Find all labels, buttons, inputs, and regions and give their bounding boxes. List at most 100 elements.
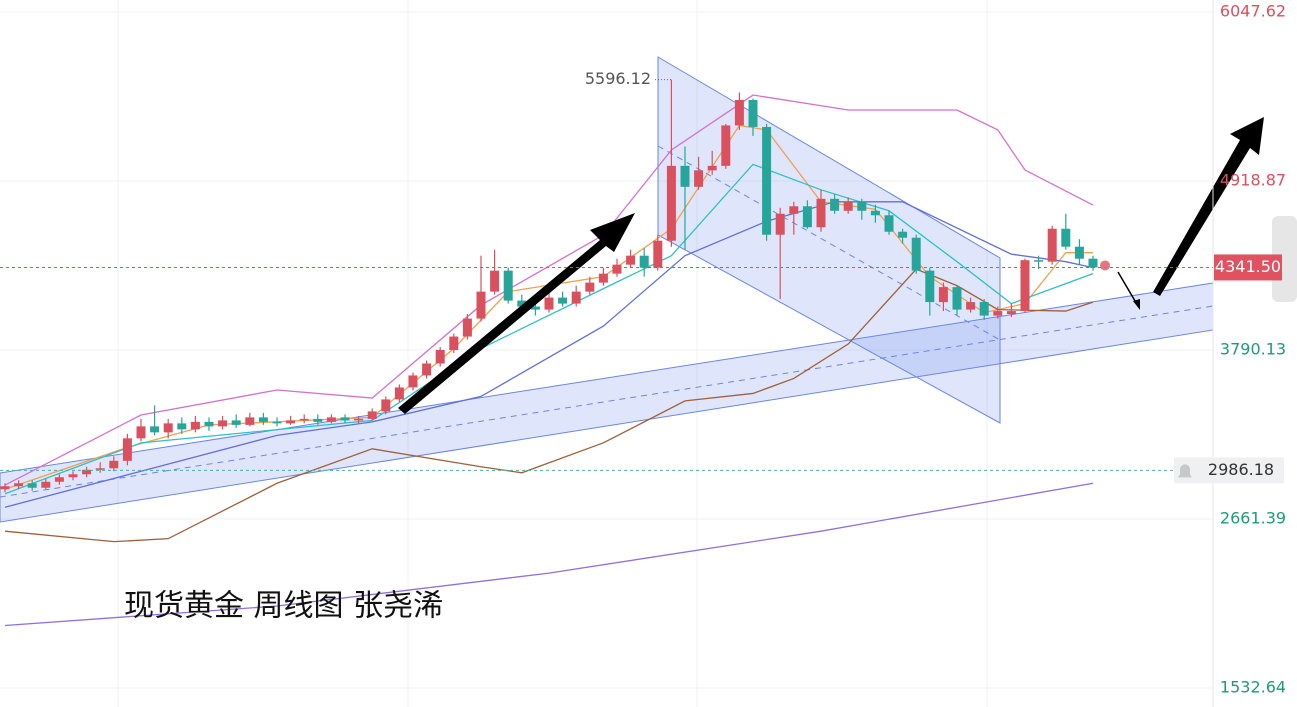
candle-body — [449, 336, 459, 351]
candle-body — [857, 201, 867, 211]
y-tick-label: 4918.87 — [1220, 170, 1286, 189]
candle-body — [258, 417, 268, 422]
y-tick-label: 1532.64 — [1220, 677, 1286, 696]
alert-price-label: 2986.18 — [1208, 460, 1274, 479]
arrows — [398, 117, 1264, 414]
candle-body — [966, 302, 976, 310]
falling-channel — [657, 56, 1001, 424]
candle-body — [898, 231, 908, 238]
candle-body — [462, 318, 472, 337]
candle-body — [762, 126, 772, 235]
last-price-dot — [1100, 260, 1110, 271]
candle-body — [231, 420, 241, 425]
candle-body — [1047, 228, 1057, 262]
candle-body — [422, 363, 432, 376]
candle-body — [340, 417, 350, 421]
arrow-down — [1117, 271, 1139, 307]
candle-body — [870, 210, 880, 216]
candle-body — [1006, 311, 1016, 315]
candle-body — [952, 287, 962, 310]
candle-body — [136, 426, 146, 439]
candle-body — [517, 300, 527, 307]
candle-body — [313, 418, 323, 422]
alert-icon — [1178, 464, 1192, 478]
candle-body — [721, 125, 731, 166]
candle-body — [27, 483, 37, 488]
candle-body — [816, 198, 826, 228]
candle-body — [0, 486, 10, 490]
moving-average — [4, 201, 1094, 508]
candle-body — [394, 387, 404, 400]
candle-body — [82, 469, 92, 475]
grid — [0, 0, 1213, 707]
last-price-bg — [1214, 254, 1282, 281]
candle-body — [530, 306, 540, 310]
candle-body — [122, 438, 132, 461]
arrow-up — [1153, 117, 1264, 296]
candle-body — [1020, 260, 1030, 312]
rising-channel — [0, 282, 1214, 523]
candle-body — [802, 206, 812, 228]
candle-body — [993, 311, 1003, 316]
candle-body — [571, 291, 581, 304]
candle-body — [775, 213, 785, 235]
high-marker-label: 5596.12 — [585, 69, 651, 88]
candle-body — [68, 474, 78, 478]
candle-body — [1034, 260, 1044, 262]
candle-body — [435, 350, 445, 364]
last-price-label: 4341.50 — [1215, 257, 1281, 276]
candle-body — [1061, 228, 1071, 247]
moving-average — [4, 268, 1094, 543]
candle-body — [95, 468, 105, 470]
candle-body — [979, 302, 989, 316]
candle-body — [789, 206, 799, 214]
candle-body — [558, 297, 568, 304]
y-tick-label: 2661.39 — [1220, 508, 1286, 527]
candle-body — [408, 375, 418, 388]
price-axis: 1532.64 2661.39 3790.13 4918.87 6047.62 — [1212, 0, 1286, 707]
candle-body — [150, 426, 160, 433]
candle-body — [653, 240, 663, 268]
candle-body — [14, 483, 24, 487]
moving-average — [4, 482, 1094, 627]
candle-body — [666, 165, 676, 241]
candles — [0, 79, 1098, 493]
candle-body — [748, 99, 758, 127]
candle-body — [626, 255, 636, 265]
candle-body — [286, 420, 296, 424]
alert-label-bg — [1174, 457, 1284, 484]
candle-body — [925, 270, 935, 303]
candle-body — [598, 273, 608, 283]
candle-body — [694, 170, 704, 187]
arrow-up — [398, 213, 635, 414]
candle-body — [299, 418, 309, 421]
candle-body — [218, 420, 228, 427]
rising-channel-mid — [0, 305, 1214, 498]
y-tick-label: 6047.62 — [1220, 2, 1286, 21]
arrow-head — [1133, 299, 1140, 310]
candle-body — [680, 165, 690, 187]
candle-body — [1088, 258, 1098, 268]
candle-body — [245, 417, 255, 425]
candle-body — [490, 270, 500, 292]
candle-body — [109, 460, 119, 469]
candle-body — [367, 411, 377, 419]
candle-body — [272, 421, 282, 424]
candle-body — [177, 423, 187, 430]
candle-body — [1074, 246, 1084, 259]
candle-body — [585, 282, 595, 292]
y-tick-label: 3790.13 — [1220, 339, 1286, 358]
side-button[interactable] — [1272, 216, 1297, 302]
candle-body — [54, 477, 64, 482]
candle-body — [41, 481, 51, 488]
candle-body — [734, 99, 744, 126]
candle-body — [190, 421, 200, 430]
candle-body — [204, 421, 214, 427]
candle-body — [843, 201, 853, 211]
candle-body — [830, 198, 840, 211]
candle-body — [163, 423, 173, 433]
candle-body — [612, 264, 622, 274]
candle-body — [381, 399, 391, 412]
candle-body — [354, 418, 364, 421]
